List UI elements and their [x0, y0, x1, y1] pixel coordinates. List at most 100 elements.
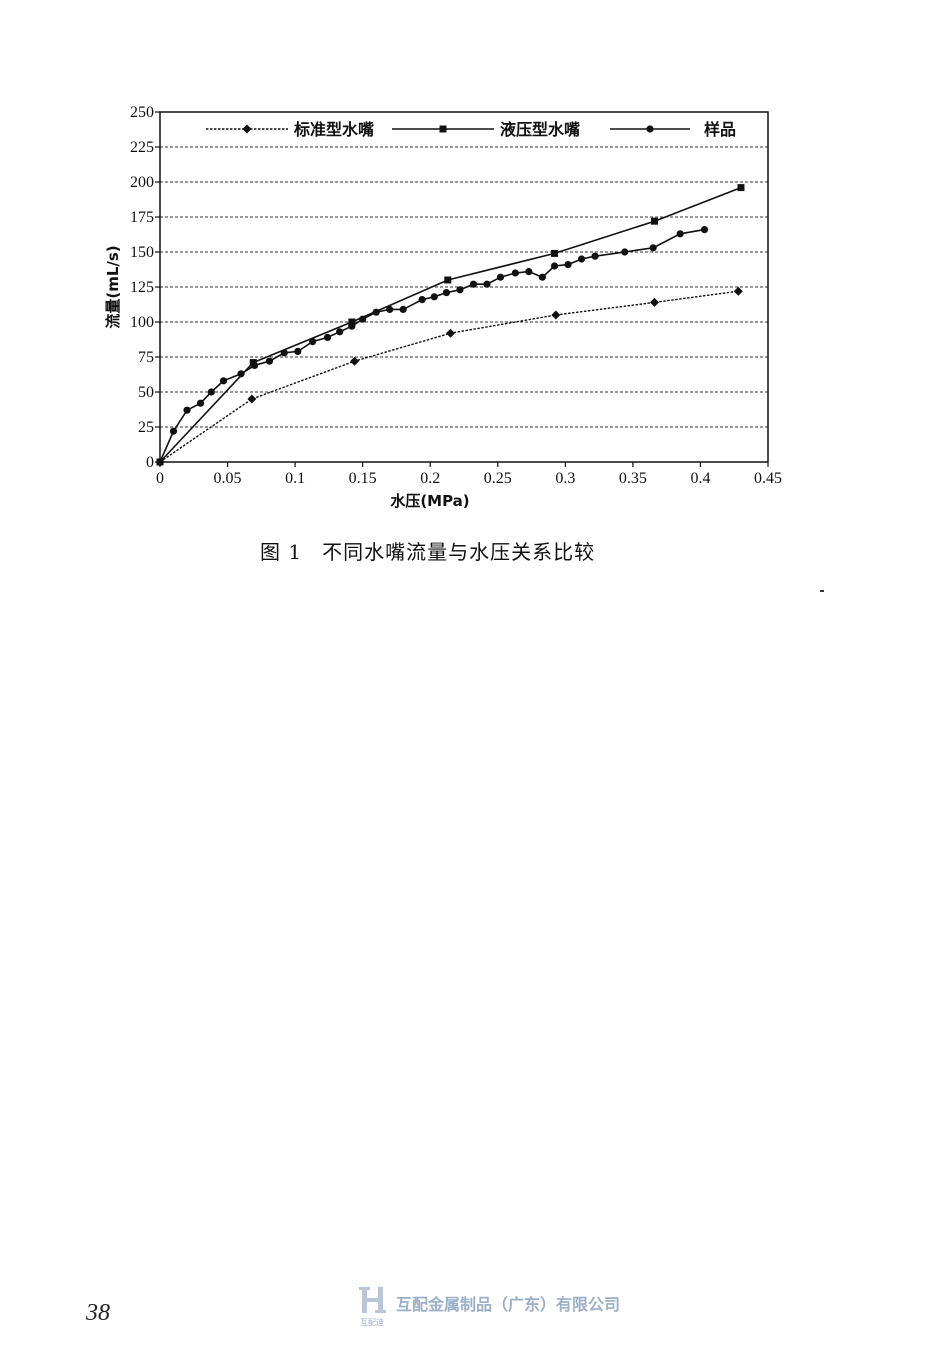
y-tick-label: 250 [130, 104, 154, 121]
y-tick-label: 0 [146, 454, 154, 471]
y-tick-label: 125 [130, 279, 154, 296]
data-point [207, 388, 215, 396]
data-point [650, 297, 660, 307]
x-tick-label: 0.2 [420, 470, 440, 487]
legend-label: 液压型水嘴 [500, 120, 580, 139]
data-point [737, 184, 745, 192]
x-tick-label: 0 [156, 470, 164, 487]
legend-marker [242, 124, 252, 134]
data-point [280, 349, 288, 357]
data-point [323, 333, 332, 341]
legend-marker [646, 125, 654, 133]
data-point [348, 318, 356, 326]
data-point [483, 280, 491, 288]
data-point [265, 357, 274, 365]
legend: 标准型水嘴 液压型水嘴 样品 [206, 120, 736, 139]
data-point [577, 255, 586, 263]
watermark-company: 互配金属制品（广东）有限公司 [396, 1295, 621, 1314]
x-tick-label: 0.25 [484, 470, 512, 487]
data-point [294, 347, 302, 355]
y-axis-ticks: 0 25 50 75 100 125 150 175 200 225 250 [130, 104, 160, 471]
data-point [350, 356, 360, 366]
data-point [511, 269, 519, 277]
data-point [591, 252, 599, 260]
data-point [430, 293, 438, 301]
legend-label: 样品 [704, 120, 736, 139]
data-point [442, 289, 451, 297]
data-point [196, 399, 205, 407]
data-point [551, 249, 559, 257]
data-point [399, 305, 407, 313]
series-line [159, 186, 742, 463]
page-number: 38 [86, 1300, 110, 1326]
data-point [336, 328, 344, 336]
y-tick-label: 175 [130, 209, 154, 226]
x-tick-label: 0.05 [214, 470, 242, 487]
data-point [348, 322, 356, 330]
y-tick-label: 225 [130, 139, 154, 156]
y-tick-label: 150 [130, 244, 154, 261]
data-point [733, 286, 743, 296]
y-tick-label: 50 [138, 384, 154, 401]
legend-item-1: 标准型水嘴 [206, 120, 374, 139]
data-point [550, 262, 559, 270]
figure-caption: 图 1 不同水嘴流量与水压关系比较 [260, 536, 595, 565]
figure-number: 图 1 [260, 540, 303, 564]
data-point [219, 377, 228, 385]
watermark-logo-icon [359, 1287, 386, 1313]
chart: 0 25 50 75 100 125 150 175 200 225 250 0 0.05 0.1 0.1… [104, 104, 782, 510]
figure-caption-text: 不同水嘴流量与水压关系比较 [322, 540, 596, 564]
y-axis-label: 流量(mL/s) [104, 245, 122, 328]
data-point [538, 273, 546, 281]
x-tick-label: 0.45 [754, 470, 782, 487]
data-point [444, 276, 452, 284]
y-tick-label: 75 [138, 349, 154, 366]
data-point [445, 328, 455, 338]
data-point [359, 315, 367, 323]
data-point [386, 305, 394, 313]
series-lines [155, 184, 745, 467]
x-tick-label: 0.1 [285, 470, 305, 487]
data-point [651, 217, 659, 225]
data-point [156, 458, 164, 466]
legend-marker [439, 125, 447, 133]
y-tick-label: 25 [138, 419, 154, 436]
data-point [418, 296, 426, 304]
x-tick-label: 0.35 [619, 470, 647, 487]
series-line [159, 290, 739, 463]
stray-mark [820, 590, 824, 592]
data-point [551, 310, 561, 320]
data-point [309, 338, 317, 346]
data-point [676, 230, 684, 238]
x-axis-ticks: 0 0.05 0.1 0.15 0.2 0.25 0.3 0.35 0.4 0.45 [156, 462, 782, 487]
data-point [496, 273, 505, 281]
legend-label: 标准型水嘴 [293, 120, 374, 139]
y-tick-label: 100 [130, 314, 154, 331]
legend-item-3: 样品 [610, 120, 736, 139]
data-point [456, 286, 464, 294]
y-tick-label: 200 [130, 174, 154, 191]
data-point [469, 280, 478, 288]
grid-lines [160, 146, 768, 428]
x-tick-label: 0.4 [690, 470, 710, 487]
x-axis-label: 水压(MPa) [390, 492, 469, 510]
watermark: 互配迪 互配金属制品（广东）有限公司 [358, 1283, 620, 1329]
watermark-logo-text: 互配迪 [360, 1318, 384, 1327]
x-tick-label: 0.3 [555, 470, 575, 487]
data-point [649, 244, 657, 252]
data-point [183, 406, 191, 414]
data-point [169, 427, 178, 435]
data-point [564, 261, 572, 269]
data-point [250, 361, 259, 369]
data-point [237, 370, 245, 378]
data-point [525, 268, 533, 276]
series-3 [156, 226, 709, 466]
data-point [621, 248, 629, 256]
data-point [247, 394, 257, 404]
legend-item-2: 液压型水嘴 [392, 120, 580, 139]
series-1 [155, 286, 743, 467]
data-point [700, 226, 709, 234]
data-point [372, 308, 380, 316]
x-tick-label: 0.15 [349, 470, 377, 487]
series-2 [156, 184, 745, 466]
